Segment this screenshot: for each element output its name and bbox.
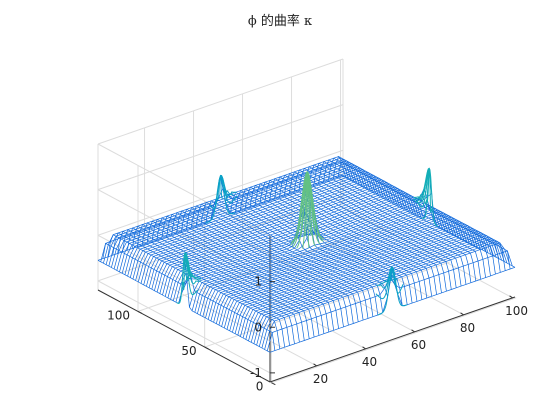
x-tick-label: 40 xyxy=(362,355,377,369)
mesh-line-y xyxy=(136,224,310,339)
mesh-line-y xyxy=(323,159,496,275)
y-tick-mark xyxy=(271,382,276,386)
surface-mesh xyxy=(97,156,516,353)
spike-4 xyxy=(220,175,238,204)
y-tick-label: 50 xyxy=(181,344,196,358)
mesh-line-y xyxy=(151,218,325,334)
mesh-line-y xyxy=(190,205,364,321)
mesh-line-y xyxy=(254,183,428,299)
wall-grid-z xyxy=(97,195,344,282)
mesh-line-y xyxy=(171,212,344,327)
y-tick-label: 0 xyxy=(256,380,264,394)
spike-3 xyxy=(392,266,398,286)
x-tick-label: 100 xyxy=(505,304,528,318)
spike-0 xyxy=(290,171,324,246)
spike-3 xyxy=(376,267,393,289)
mesh-line-y xyxy=(205,200,379,316)
mesh-line-y xyxy=(195,203,369,319)
floor-grid-y xyxy=(271,297,517,384)
mesh-line-y xyxy=(283,173,457,288)
mesh-line-y xyxy=(332,156,506,271)
spike-2 xyxy=(429,169,432,214)
mesh-line-y xyxy=(244,186,418,302)
x-tick-mark xyxy=(362,346,366,350)
z-tick-label: -1 xyxy=(250,366,262,380)
spike-4 xyxy=(215,174,221,201)
mesh-line-y xyxy=(259,181,433,297)
mesh-line-y xyxy=(318,161,491,276)
mesh-line-y xyxy=(141,222,315,338)
mesh-line-y xyxy=(288,171,462,287)
mesh-line-y xyxy=(127,227,300,343)
mesh-line-y xyxy=(117,230,290,346)
z-tick-label: 1 xyxy=(254,275,262,289)
mesh-line-y xyxy=(122,229,295,344)
z-tick-label: 0 xyxy=(254,320,262,334)
mesh-line-y xyxy=(131,225,305,341)
mesh-line-y xyxy=(176,210,349,326)
mesh-line-y xyxy=(112,232,286,348)
spike-1 xyxy=(184,252,202,280)
mesh-line-y xyxy=(180,208,354,324)
floor-grid-y xyxy=(204,261,450,348)
x-tick-mark xyxy=(411,329,415,333)
spike-1 xyxy=(182,254,186,291)
mesh-line-y xyxy=(161,215,335,331)
x-tick-label: 60 xyxy=(411,338,426,352)
spike-3 xyxy=(375,268,393,300)
y-tick-label: 100 xyxy=(107,308,130,322)
box-edge xyxy=(97,58,344,145)
mesh-line-y xyxy=(249,185,423,300)
box-edge xyxy=(97,143,271,237)
mesh-line-y xyxy=(264,179,437,295)
spike-3 xyxy=(392,267,404,294)
mesh-line-y xyxy=(313,162,486,278)
wall-grid-z xyxy=(97,189,271,283)
mesh-line-y xyxy=(293,169,467,285)
x-tick-mark xyxy=(313,363,317,367)
mesh-line-y xyxy=(303,166,477,282)
spike-4 xyxy=(209,176,221,210)
spike-1 xyxy=(184,254,199,296)
mesh-line-y xyxy=(239,188,413,304)
y-axis-line xyxy=(97,289,271,383)
x-tick-label: 80 xyxy=(460,321,475,335)
wall-grid-z xyxy=(97,104,344,191)
wall-grid-z xyxy=(97,280,271,374)
mesh-line-y xyxy=(185,207,359,322)
spike-4 xyxy=(220,175,223,199)
mesh-line-y xyxy=(298,167,472,283)
y-tick-mark xyxy=(137,310,143,314)
spike-2 xyxy=(412,167,431,201)
floor-grid-y xyxy=(137,225,384,312)
y-tick-mark xyxy=(204,346,209,350)
mesh-line-y xyxy=(166,213,339,329)
spike-1 xyxy=(184,253,201,285)
mesh-line-y xyxy=(156,217,330,333)
mesh-line-y xyxy=(200,202,374,317)
spike-1 xyxy=(176,253,187,304)
wall-grid-z xyxy=(97,149,344,236)
mesh-line-y xyxy=(308,164,482,280)
chart-title: ϕ 的曲率 κ xyxy=(247,14,313,29)
x-tick-mark xyxy=(460,312,464,316)
x-axis-line xyxy=(269,296,516,383)
x-tick-label: 20 xyxy=(313,372,328,386)
spike-2 xyxy=(416,168,430,208)
x-tick-mark xyxy=(509,295,513,299)
mesh-line-y xyxy=(146,220,320,336)
mesh-line-y xyxy=(269,178,442,293)
